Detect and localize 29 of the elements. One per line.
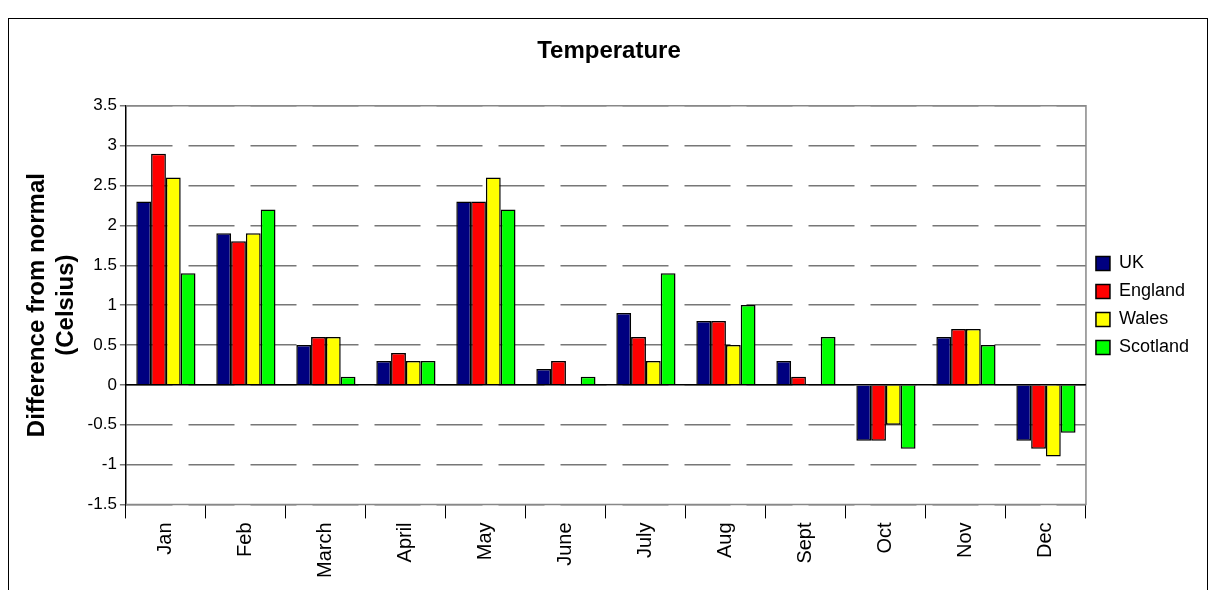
x-tick-label: June (553, 522, 576, 566)
x-tick-label: Oct (873, 522, 896, 554)
x-tick-label: May (473, 522, 496, 561)
y-tick-label: 1 (107, 294, 117, 314)
x-tick-label: Nov (953, 522, 976, 559)
x-tick-label: April (393, 522, 416, 563)
y-tick-label: 0.5 (93, 334, 117, 354)
y-tick-label: 2.5 (93, 175, 117, 195)
x-tick-label: Aug (713, 522, 736, 559)
legend-label: UK (1118, 252, 1144, 273)
y-tick-label: 1.5 (93, 254, 117, 274)
y-tick-label: -0.5 (87, 414, 117, 434)
x-tick-label: Dec (1033, 522, 1056, 559)
y-tick-label: -1.5 (87, 494, 117, 514)
y-tick-label: 3.5 (93, 95, 117, 115)
x-tick-label: Jan (153, 522, 176, 555)
y-axis-title: Difference from normal (Celsius) (22, 173, 78, 438)
y-tick-label: -1 (101, 454, 117, 474)
y-tick-label: 0 (107, 374, 117, 394)
x-tick-label: March (313, 522, 336, 579)
legend-label: Wales (1118, 308, 1169, 329)
x-tick-label: July (633, 522, 656, 559)
x-tick-label: Sept (793, 522, 816, 564)
chart-title: Temperature (537, 36, 681, 64)
legend-label: England (1118, 280, 1186, 301)
legend-label: Scotland (1118, 336, 1190, 357)
y-tick-label: 2 (107, 215, 117, 235)
y-tick-label: 3 (107, 135, 117, 155)
x-tick-label: Feb (233, 522, 256, 557)
